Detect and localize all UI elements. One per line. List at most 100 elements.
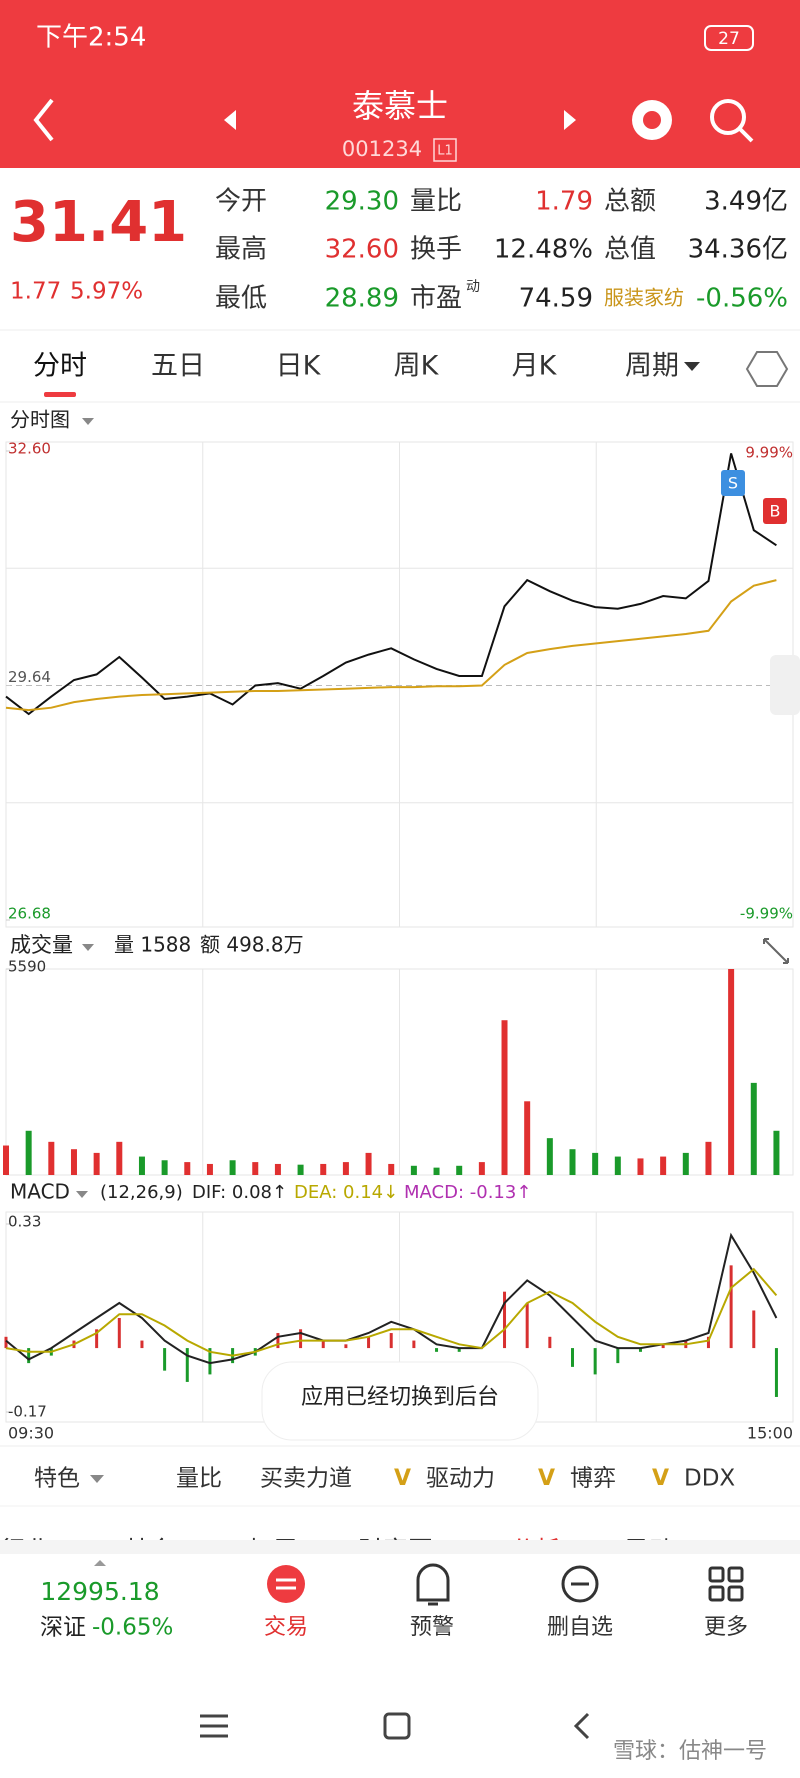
tab[interactable]: 五日 [151, 351, 205, 382]
macd-params: (12,26,9) [100, 1182, 183, 1203]
volume-bar [592, 1152, 599, 1175]
prev-stock[interactable] [224, 110, 236, 130]
tab[interactable]: 分时 [33, 351, 87, 382]
volume-bar [252, 1162, 259, 1175]
macd-bar [299, 1329, 303, 1349]
volume-bar [705, 1141, 712, 1175]
bottom-button[interactable]: 删自选 [547, 1615, 613, 1640]
battery [704, 25, 754, 51]
stat-label: 总值 [604, 235, 656, 265]
indicator[interactable]: 特色 [34, 1466, 80, 1492]
volume-bar [773, 1130, 780, 1175]
tab[interactable]: 周K [394, 351, 440, 382]
dropdown[interactable] [82, 944, 94, 951]
volume-bar [297, 1164, 304, 1175]
indicator[interactable]: 买卖力道 [260, 1466, 352, 1492]
settings-icon[interactable] [745, 351, 789, 387]
amount-label: 额 498.8万 [200, 933, 304, 957]
volume-label: 量 1588 [114, 933, 191, 957]
volume-bar [342, 1162, 349, 1175]
alert-icon[interactable] [416, 1563, 450, 1606]
remove-icon[interactable] [561, 1565, 599, 1603]
volume-bar [320, 1163, 327, 1175]
indicator[interactable]: 驱动力 [426, 1466, 495, 1492]
macd-bar [389, 1333, 393, 1349]
macd-bar [27, 1348, 31, 1364]
more-cell [708, 1585, 725, 1602]
status-time: 下午2:54 [36, 23, 146, 53]
more-cell [727, 1566, 744, 1583]
panel-title: MACD [10, 1180, 70, 1204]
more-icon[interactable] [708, 1566, 744, 1602]
dropdown[interactable] [76, 1191, 88, 1198]
macd-bar [571, 1348, 574, 1367]
y2-tick-label: -9.99% [740, 905, 793, 923]
volume-bar [569, 1149, 576, 1175]
bottom-button[interactable]: 预警 [410, 1615, 454, 1640]
more-cell [708, 1566, 725, 1583]
tab[interactable]: 周期 [625, 351, 679, 382]
macd-bar [185, 1348, 189, 1382]
volume-bar [501, 1020, 508, 1175]
volume-bar [93, 1152, 100, 1175]
search-icon[interactable] [710, 99, 746, 135]
volume-bar [48, 1141, 55, 1175]
nav-home[interactable] [383, 1712, 411, 1740]
dropdown[interactable] [82, 418, 94, 425]
y-tick-label: -0.17 [8, 1403, 47, 1421]
signal-s: S [728, 474, 738, 493]
vip-mark: V [538, 1466, 555, 1491]
indicator[interactable]: 博弈 [570, 1466, 616, 1492]
macd-bar [593, 1348, 597, 1375]
macd-bar [525, 1302, 529, 1349]
stat-value: 28.89 [325, 284, 399, 314]
watermark: 雪球：估神一号 [613, 1739, 767, 1764]
macd-bar [208, 1348, 212, 1375]
back-button[interactable] [33, 98, 54, 142]
stat-label: 最高 [215, 235, 267, 265]
index-change: -0.65% [92, 1615, 173, 1641]
volume-bar [184, 1162, 191, 1175]
series-line [5, 579, 777, 712]
indicator[interactable]: 量比 [176, 1466, 222, 1492]
volume-bar [3, 1145, 9, 1175]
y2-tick-label: 9.99% [745, 444, 793, 462]
toast-bg [261, 1361, 539, 1441]
macd-bar [163, 1348, 167, 1371]
dropdown [90, 1475, 104, 1483]
series-line [5, 1267, 778, 1357]
toast: 应用已经切换到后台 [261, 1361, 539, 1441]
assistant-eye [643, 111, 661, 129]
badge-box [433, 138, 457, 162]
toast-text: 应用已经切换到后台 [301, 1385, 499, 1410]
nav-back[interactable] [573, 1712, 590, 1740]
signal-s-bg [721, 470, 745, 496]
y-tick-label: 29.64 [8, 668, 51, 686]
tab-dropdown[interactable] [684, 362, 700, 371]
volume-bar [478, 1162, 485, 1175]
bottom-button[interactable]: 交易 [264, 1615, 308, 1640]
next-stock[interactable] [564, 110, 576, 130]
tab[interactable]: 月K [512, 351, 558, 382]
panel-title: 成交量 [10, 933, 73, 957]
dif-label: DIF: 0.08↑ [192, 1182, 287, 1203]
indicator[interactable]: DDX [684, 1466, 735, 1492]
tab[interactable]: 日K [276, 351, 322, 382]
volume-bar [388, 1163, 395, 1175]
stat-label: 量比 [410, 187, 462, 217]
bottom-bg [0, 1554, 800, 1778]
bottom-button[interactable]: 更多 [704, 1615, 748, 1640]
stock-code: 001234 [342, 137, 422, 161]
macd-bar [706, 1336, 710, 1349]
volume-bar [116, 1141, 123, 1175]
macd-bar [367, 1336, 371, 1349]
nav-menu[interactable] [200, 1714, 228, 1738]
stat-label: 总额 [604, 187, 656, 217]
trade-icon[interactable] [267, 1565, 305, 1603]
macd-bar [95, 1329, 99, 1349]
expand-arrow[interactable] [94, 1560, 106, 1566]
x-label: 15:00 [747, 1424, 793, 1443]
expand-icon[interactable] [763, 938, 789, 964]
macd-bar [616, 1348, 620, 1364]
y-tick-label: 5590 [8, 958, 46, 976]
